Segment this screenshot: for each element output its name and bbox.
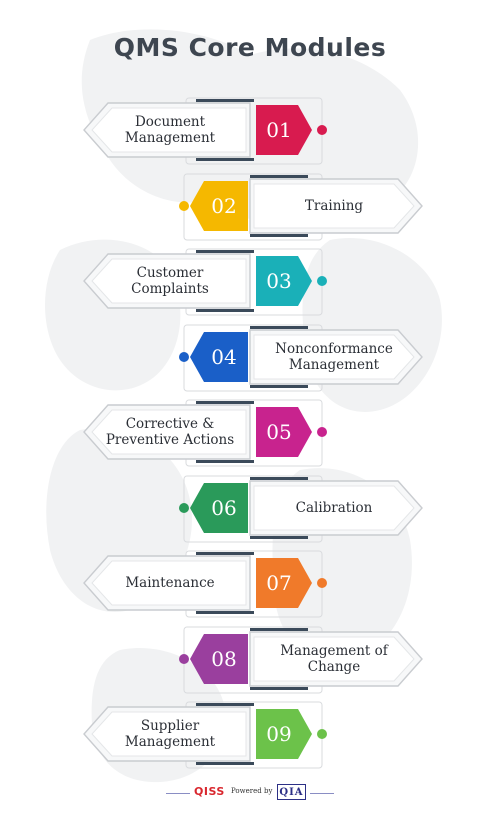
footer: QISS Powered by QIA (0, 783, 500, 803)
module-label: Supplier Management (124, 718, 216, 750)
module-shape (83, 248, 327, 316)
module-shape (83, 701, 327, 769)
module-05: 05 Corrective & Preventive Actions (0, 397, 500, 473)
module-label: Training (304, 198, 364, 214)
module-09: 09 Supplier Management (0, 699, 500, 775)
powered-by-text: Powered by (231, 787, 273, 795)
qia-logo: QIA (277, 784, 306, 800)
module-06: 06 Calibration (0, 473, 500, 549)
module-label: Nonconformance Management (275, 341, 393, 373)
module-08: 08 Management of Change (0, 624, 500, 700)
module-shape (179, 475, 423, 543)
module-number: 07 (266, 571, 292, 595)
module-shape (179, 626, 423, 694)
module-number: 08 (211, 647, 237, 671)
page-title: QMS Core Modules (113, 33, 387, 62)
module-shape (179, 324, 423, 392)
module-01: 01 Document Management (0, 95, 500, 171)
qiss-logo: QISS (194, 785, 225, 798)
module-number: 05 (266, 420, 292, 444)
module-label: Customer Complaints (131, 265, 209, 297)
module-07: 07 Maintenance (0, 548, 500, 624)
module-label: Calibration (295, 500, 373, 516)
module-02: 02 Training (0, 171, 500, 247)
module-03: 03 Customer Complaints (0, 246, 500, 322)
module-label: Corrective & Preventive Actions (105, 416, 235, 448)
module-shape (83, 550, 327, 618)
module-shape (83, 399, 327, 467)
module-04: 04 Nonconformance Management (0, 322, 500, 398)
module-number: 04 (211, 345, 237, 369)
module-number: 03 (266, 269, 292, 293)
module-number: 01 (266, 118, 292, 142)
module-number: 09 (266, 722, 292, 746)
module-number: 06 (211, 496, 237, 520)
module-label: Document Management (124, 114, 216, 146)
module-label: Maintenance (125, 575, 215, 591)
footer-line-left (166, 793, 190, 794)
module-number: 02 (211, 194, 237, 218)
footer-line-right (310, 793, 334, 794)
module-shape (179, 173, 423, 241)
module-label: Management of Change (280, 643, 388, 675)
module-shape (83, 97, 327, 165)
